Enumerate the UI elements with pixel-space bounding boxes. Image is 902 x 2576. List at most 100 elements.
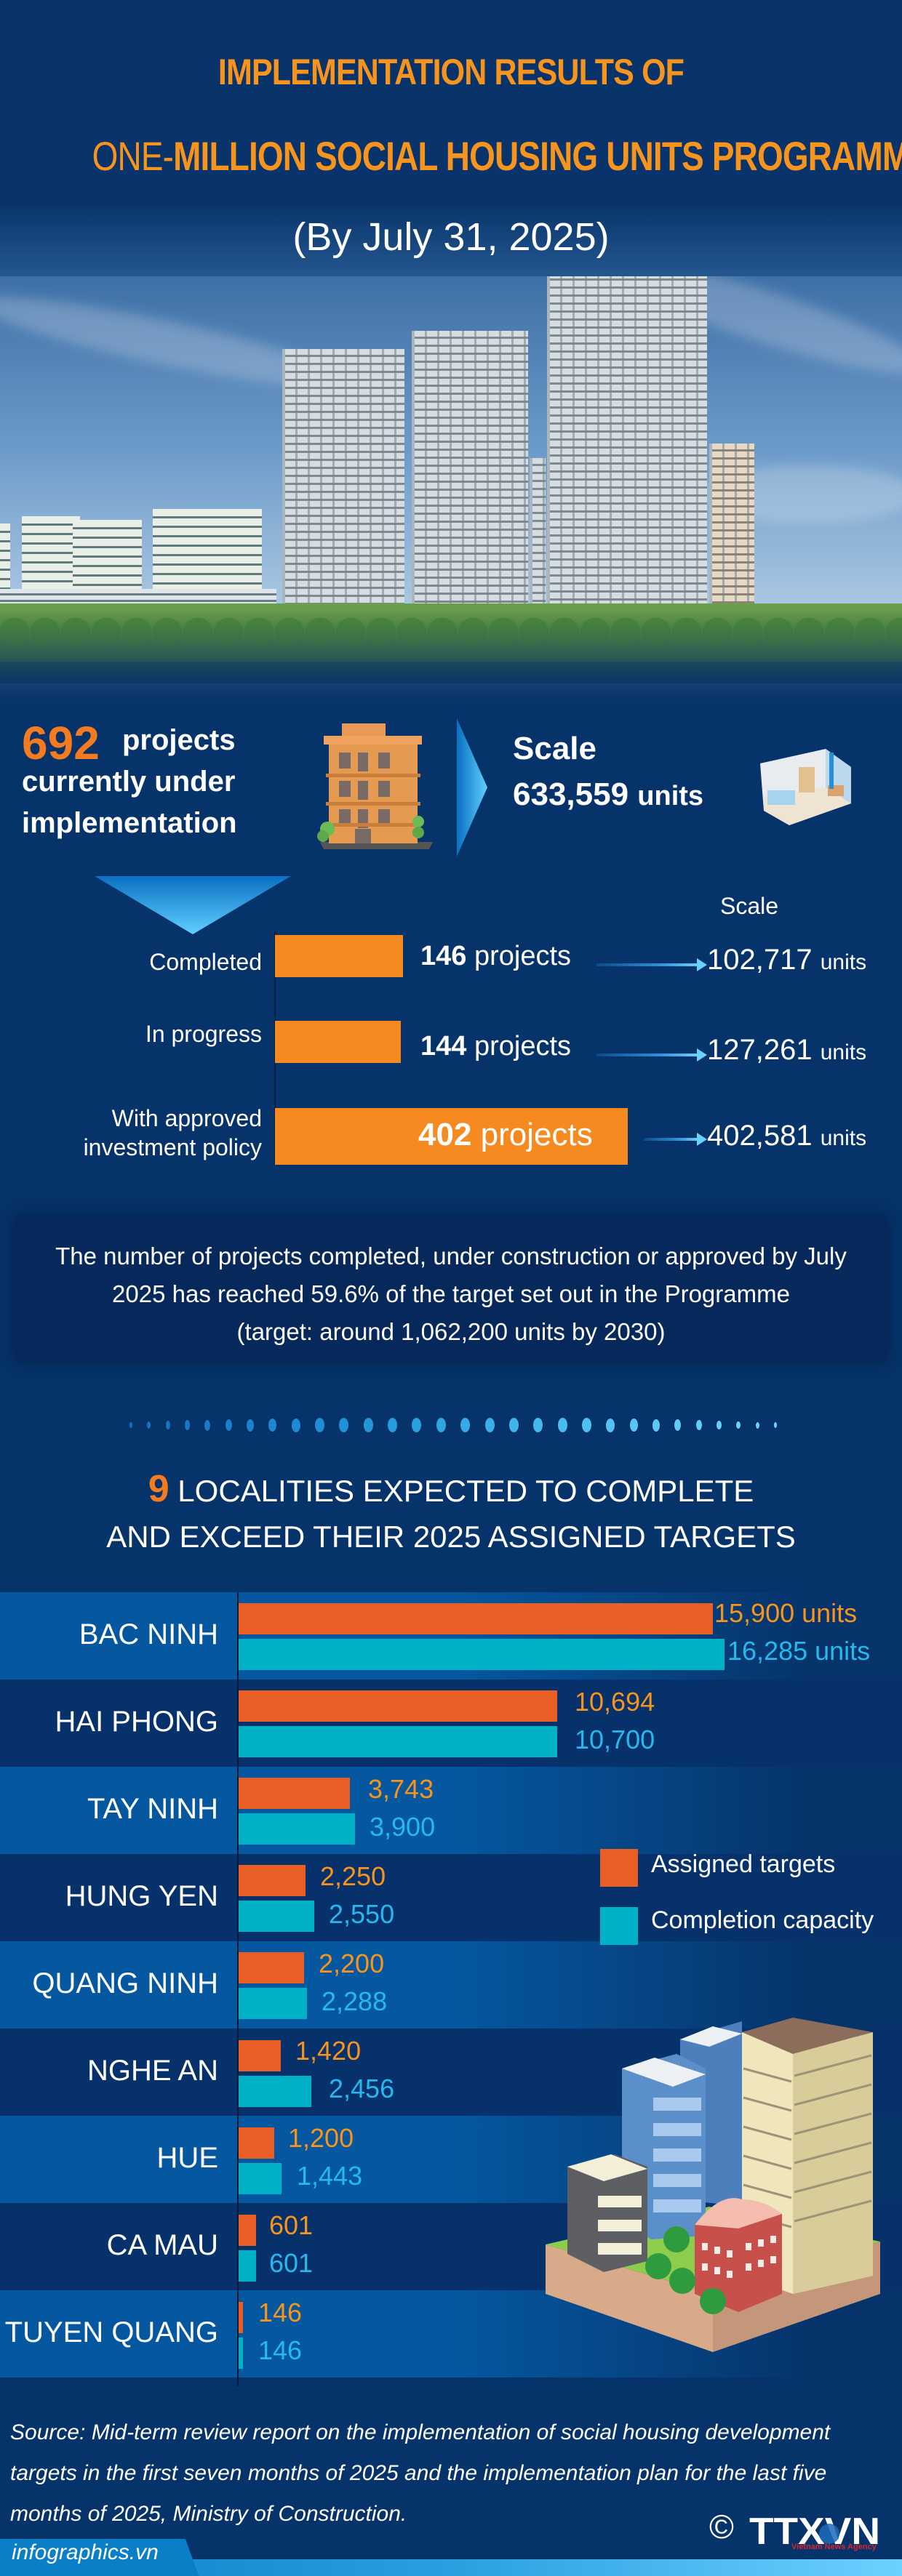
- chart-row-bg: [0, 1767, 902, 1854]
- capacity-bar: [239, 2338, 243, 2369]
- furnished-room-icon: [760, 749, 851, 825]
- capacity-value: 146: [258, 2335, 303, 2365]
- capacity-value: 2,550: [329, 1899, 395, 1929]
- locality-label: BAC NINH: [79, 1618, 218, 1650]
- status-scale-header: Scale: [720, 893, 779, 919]
- scale-number: 633,559: [513, 777, 629, 812]
- projects-line2: currently under: [22, 766, 236, 798]
- assigned-value: 1,200: [288, 2123, 354, 2153]
- page-title-line2: ONE-MILLION SOCIAL HOUSING UNITS PROGRAM…: [0, 132, 902, 180]
- units-word: units: [820, 1126, 867, 1150]
- assigned-value: 3,743: [368, 1774, 434, 1804]
- assigned-value: 2,250: [320, 1861, 386, 1891]
- header-background: [0, 0, 902, 291]
- page-title-line1: IMPLEMENTATION RESULTS OF: [217, 52, 685, 92]
- assigned-value: 10,694: [575, 1687, 655, 1717]
- label-line1: With approved: [111, 1105, 262, 1131]
- assigned-bar: [239, 2302, 243, 2333]
- scale-unit: units: [637, 781, 704, 811]
- site-link[interactable]: infographics.vn: [12, 2540, 159, 2564]
- status-arrow-in-progress: [596, 1054, 698, 1056]
- localities-heading-line1: 9 LOCALITIES EXPECTED TO COMPLETE: [0, 1467, 902, 1511]
- count-word: projects: [474, 941, 572, 971]
- legend-swatch-assigned: [600, 1849, 638, 1887]
- locality-label: HUNG YEN: [65, 1880, 218, 1912]
- assigned-bar: [239, 1690, 557, 1722]
- status-bar-completed: [275, 935, 403, 977]
- capacity-value: 601: [269, 2248, 314, 2278]
- projects-line3: implementation: [22, 807, 237, 839]
- capacity-bar: [239, 1813, 355, 1845]
- housing-photo: [0, 276, 902, 713]
- assigned-value: 146: [258, 2298, 303, 2327]
- count-number: 402: [418, 1117, 472, 1152]
- units-number: 127,261: [707, 1034, 813, 1066]
- apartment-building-icon: [317, 723, 433, 849]
- assigned-value: 1,420: [295, 2036, 362, 2066]
- down-triangle-icon: [95, 876, 291, 934]
- chart-row-bg: [0, 1941, 902, 2029]
- status-count-approved: 402 projects: [418, 1117, 593, 1153]
- locality-label: TUYEN QUANG: [4, 2316, 218, 2348]
- projects-word: projects: [122, 724, 236, 756]
- status-label-approved: With approved investment policy: [0, 1104, 262, 1162]
- units-number: 402,581: [707, 1120, 813, 1152]
- capacity-bar: [239, 1988, 307, 2019]
- locality-label: HAI PHONG: [55, 1706, 218, 1738]
- capacity-value: 10,700: [575, 1725, 655, 1754]
- status-arrow-completed: [596, 963, 698, 966]
- capacity-value: 1,443: [297, 2161, 363, 2191]
- status-count-in-progress: 144 projects: [420, 1031, 571, 1062]
- capacity-value: 3,900: [370, 1812, 436, 1842]
- assigned-bar: [239, 1778, 350, 1809]
- chart-row-bg: [0, 1854, 902, 1941]
- title-main: MILLION SOCIAL HOUSING UNITS PROGRAMME: [173, 133, 902, 179]
- assigned-bar: [239, 2215, 256, 2246]
- assigned-bar: [239, 2127, 274, 2159]
- title-prefix: ONE-: [92, 133, 174, 179]
- assigned-value: 601: [269, 2210, 314, 2240]
- overview-scale-value: 633,559 units: [513, 777, 703, 813]
- count-number: 144: [420, 1031, 467, 1062]
- units-word: units: [820, 950, 867, 974]
- locality-label: CA MAU: [106, 2229, 218, 2261]
- city-buildings-icon: [546, 2018, 880, 2352]
- summary-line2: 2025 has reached 59.6% of the target set…: [112, 1280, 790, 1307]
- status-units-approved: 402,581 units: [707, 1120, 866, 1152]
- capacity-value: 16,285 units: [727, 1636, 871, 1666]
- chart-axis-line: [237, 1592, 239, 2386]
- status-count-completed: 146 projects: [420, 941, 571, 972]
- legend-label-assigned: Assigned targets: [651, 1850, 836, 1878]
- assigned-value: 2,200: [319, 1949, 385, 1978]
- assigned-value: 15,900 units: [714, 1598, 858, 1628]
- units-word: units: [820, 1040, 867, 1064]
- count-number: 146: [420, 941, 467, 971]
- status-units-completed: 102,717 units: [707, 944, 866, 976]
- status-units-in-progress: 127,261 units: [707, 1034, 866, 1067]
- capacity-bar: [239, 2250, 256, 2282]
- capacity-bar: [239, 2163, 282, 2194]
- assigned-bar: [239, 1603, 713, 1634]
- footer-tab: [0, 2539, 200, 2576]
- locality-label: HUE: [156, 2142, 218, 2174]
- footer-strip: [0, 2559, 902, 2576]
- heading-text: LOCALITIES EXPECTED TO COMPLETE: [177, 1474, 754, 1508]
- dotted-divider: [129, 1418, 777, 1432]
- overview-scale-label: Scale: [513, 731, 596, 766]
- status-label-in-progress: In progress: [145, 1021, 262, 1047]
- status-label-completed: Completed: [149, 949, 262, 975]
- page-subtitle: (By July 31, 2025): [292, 215, 610, 259]
- capacity-value: 2,288: [322, 1986, 388, 2016]
- summary-box: The number of projects completed, under …: [15, 1216, 887, 1361]
- status-arrow-approved: [644, 1138, 698, 1141]
- arrow-head-icon: [697, 1133, 707, 1146]
- summary-line3: (target: around 1,062,200 units by 2030): [236, 1318, 666, 1345]
- right-arrow-icon: [457, 718, 487, 856]
- capacity-bar: [239, 1726, 557, 1757]
- locality-label: NGHE AN: [87, 2055, 218, 2087]
- logo-subtext: Vietnam News Agency: [791, 2543, 877, 2551]
- copyright-icon: ©: [709, 2508, 734, 2545]
- projects-description: projects currently under implementation: [22, 720, 237, 844]
- assigned-bar: [239, 1865, 306, 1896]
- assigned-bar: [239, 1952, 304, 1983]
